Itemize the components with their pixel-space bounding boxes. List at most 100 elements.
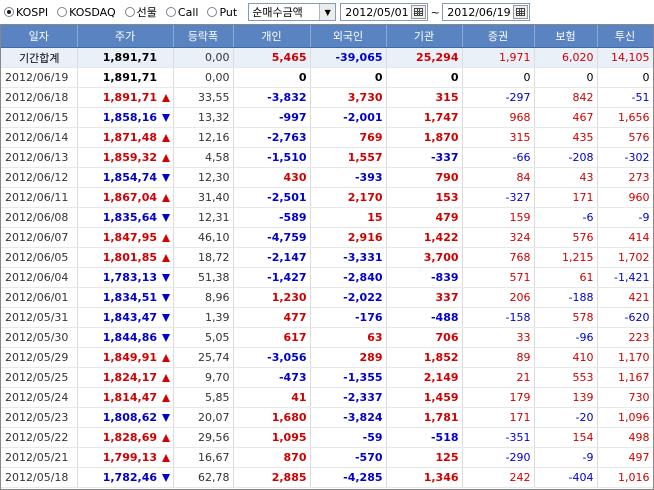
row-date: 2012/05/25 bbox=[1, 367, 78, 388]
table-row[interactable]: 2012/05/25 1,824,17 9,70 -473 -1,355 2,149 21 5… bbox=[1, 367, 653, 388]
row-price: 1,859,32 bbox=[77, 147, 159, 168]
row-institution: 315 bbox=[386, 87, 463, 108]
row-price: 1,854,74 bbox=[77, 167, 159, 188]
table-row[interactable]: 2012/05/31 1,843,47 1,39 477 -176 -488 -158 578… bbox=[1, 307, 653, 328]
down-arrow-icon bbox=[159, 167, 174, 188]
row-date: 2012/06/11 bbox=[1, 187, 78, 208]
header-institution[interactable]: 기관 bbox=[386, 25, 463, 48]
row-securities: 768 bbox=[462, 247, 535, 268]
table-row[interactable]: 2012/06/19 1,891,71 0,00 0 0 0 0 0 0 bbox=[1, 67, 653, 88]
table-row[interactable]: 2012/06/18 1,891,71 33,55 -3,832 3,730 315 -29… bbox=[1, 87, 653, 108]
row-foreign: 15 bbox=[310, 207, 387, 228]
row-price: 1,858,16 bbox=[77, 107, 159, 128]
row-trust: 414 bbox=[597, 227, 653, 248]
radio-circle-icon bbox=[4, 7, 14, 17]
row-foreign: -3,824 bbox=[310, 407, 387, 428]
table-row[interactable]: 2012/06/08 1,835,64 12,31 -589 15 479 159 -6 -9 bbox=[1, 207, 653, 228]
radio-kosdaq[interactable]: KOSDAQ bbox=[57, 6, 116, 19]
radio-put[interactable]: Put bbox=[207, 6, 237, 19]
row-individual: -589 bbox=[233, 207, 311, 228]
table-row[interactable]: 2012/06/15 1,858,16 13,32 -997 -2,001 1,747 96… bbox=[1, 107, 653, 128]
triangle-up-icon bbox=[161, 374, 170, 382]
table-row[interactable]: 2012/05/30 1,844,86 5,05 617 63 706 33 -96 223 bbox=[1, 327, 653, 348]
header-date[interactable]: 일자 bbox=[1, 25, 78, 48]
header-trust[interactable]: 투신 bbox=[597, 25, 653, 48]
row-securities: 324 bbox=[462, 227, 535, 248]
table-row[interactable]: 2012/05/23 1,808,62 20,07 1,680 -3,824 1,781 1… bbox=[1, 407, 653, 428]
row-trust: 497 bbox=[597, 447, 653, 468]
date-to-field[interactable]: 2012/06/19 bbox=[442, 3, 531, 21]
row-individual: 1,680 bbox=[233, 407, 311, 428]
table-row[interactable]: 2012/06/07 1,847,95 46,10 -4,759 2,916 1,422 3… bbox=[1, 227, 653, 248]
row-individual: -4,759 bbox=[233, 227, 311, 248]
header-securities[interactable]: 증권 bbox=[462, 25, 535, 48]
table-row[interactable]: 2012/06/14 1,871,48 12,16 -2,763 769 1,870 315… bbox=[1, 127, 653, 148]
investor-trading-grid[interactable]: 일자 주가 등락폭 개인 외국인 기관 증권 보험 투신 기간합계 1,891,… bbox=[0, 24, 654, 490]
row-foreign: -3,331 bbox=[310, 247, 387, 268]
table-header-row: 일자 주가 등락폭 개인 외국인 기관 증권 보험 투신 bbox=[1, 25, 653, 48]
date-from-field[interactable]: 2012/05/01 bbox=[340, 3, 429, 21]
row-price: 1,808,62 bbox=[77, 407, 159, 428]
down-arrow-icon bbox=[159, 327, 174, 348]
up-arrow-icon bbox=[159, 447, 174, 468]
table-row[interactable]: 2012/06/05 1,801,85 18,72 -2,147 -3,331 3,700… bbox=[1, 247, 653, 268]
table-row[interactable]: 2012/05/18 1,782,46 62,78 2,885 -4,285 1,346 2… bbox=[1, 467, 653, 488]
row-date: 2012/06/19 bbox=[1, 67, 78, 88]
row-change: 16,67 bbox=[173, 447, 234, 468]
triangle-down-icon bbox=[161, 274, 170, 282]
radio-circle-icon bbox=[124, 7, 135, 17]
row-price: 1,891,71 bbox=[77, 67, 159, 88]
row-institution: -518 bbox=[386, 427, 463, 448]
radio-kospi[interactable]: KOSPI bbox=[4, 6, 48, 19]
row-securities: -297 bbox=[462, 87, 535, 108]
table-row[interactable]: 2012/06/11 1,867,04 31,40 -2,501 2,170 153 -32… bbox=[1, 187, 653, 208]
calendar-from-button[interactable] bbox=[411, 5, 427, 19]
table-row[interactable]: 2012/06/01 1,834,51 8,96 1,230 -2,022 337 206-… bbox=[1, 287, 653, 308]
row-foreign: -2,022 bbox=[310, 287, 387, 308]
table-row[interactable]: 2012/06/13 1,859,32 4,58 -1,510 1,557 -337 -66… bbox=[1, 147, 653, 168]
table-row[interactable]: 2012/06/12 1,854,74 12,30 430 -393 790 84 43 273 bbox=[1, 167, 653, 188]
row-foreign: -59 bbox=[310, 427, 387, 448]
calendar-to-button[interactable] bbox=[513, 5, 529, 19]
row-trust: 498 bbox=[597, 427, 653, 448]
row-foreign: 289 bbox=[310, 347, 387, 368]
row-date: 2012/06/12 bbox=[1, 167, 78, 188]
header-price[interactable]: 주가 bbox=[77, 25, 174, 48]
row-trust: 421 bbox=[597, 287, 653, 308]
row-institution: 125 bbox=[386, 447, 463, 468]
view-select[interactable]: 순매수금액 ▼ bbox=[248, 3, 337, 21]
header-foreign[interactable]: 외국인 bbox=[310, 25, 387, 48]
table-row[interactable]: 2012/06/04 1,783,13 51,38 -1,427 -2,840 -839 5… bbox=[1, 267, 653, 288]
dropdown-arrow-icon[interactable]: ▼ bbox=[319, 4, 336, 20]
row-price: 1,801,85 bbox=[77, 247, 159, 268]
triangle-down-icon bbox=[161, 314, 170, 322]
radio-call[interactable]: Call bbox=[165, 6, 198, 19]
row-change: 0,00 bbox=[173, 67, 234, 88]
row-securities: 242 bbox=[462, 467, 535, 488]
row-trust: 1,096 bbox=[597, 407, 653, 428]
table-row[interactable]: 2012/05/24 1,814,47 5,85 41 -2,337 1,459 179 13… bbox=[1, 387, 653, 408]
header-change[interactable]: 등락폭 bbox=[173, 25, 234, 48]
row-price: 1,782,46 bbox=[77, 467, 159, 488]
row-securities: -351 bbox=[462, 427, 535, 448]
triangle-down-icon bbox=[161, 414, 170, 422]
summary-row[interactable]: 기간합계 1,891,71 0,00 5,465 -39,065 25,294 … bbox=[1, 47, 653, 68]
radio-circle-icon bbox=[207, 7, 218, 17]
row-trust: -620 bbox=[597, 307, 653, 328]
header-insurance[interactable]: 보험 bbox=[534, 25, 598, 48]
row-change: 12,30 bbox=[173, 167, 234, 188]
row-individual: 617 bbox=[233, 327, 311, 348]
row-change: 25,74 bbox=[173, 347, 234, 368]
row-date: 2012/05/24 bbox=[1, 387, 78, 408]
radio-futures[interactable]: 선물 bbox=[124, 4, 157, 20]
row-foreign: -570 bbox=[310, 447, 387, 468]
row-price: 1,847,95 bbox=[77, 227, 159, 248]
table-row[interactable]: 2012/05/21 1,799,13 16,67 870 -570 125 -290 -9 4… bbox=[1, 447, 653, 468]
row-change: 29,56 bbox=[173, 427, 234, 448]
header-individual[interactable]: 개인 bbox=[233, 25, 311, 48]
triangle-up-icon bbox=[161, 254, 170, 262]
radio-circle-icon bbox=[57, 7, 68, 17]
triangle-down-icon bbox=[161, 114, 170, 122]
table-row[interactable]: 2012/05/29 1,849,91 25,74 -3,056 289 1,852 89 4… bbox=[1, 347, 653, 368]
table-row[interactable]: 2012/05/22 1,828,69 29,56 1,095 -59 -518 -351 1… bbox=[1, 427, 653, 448]
